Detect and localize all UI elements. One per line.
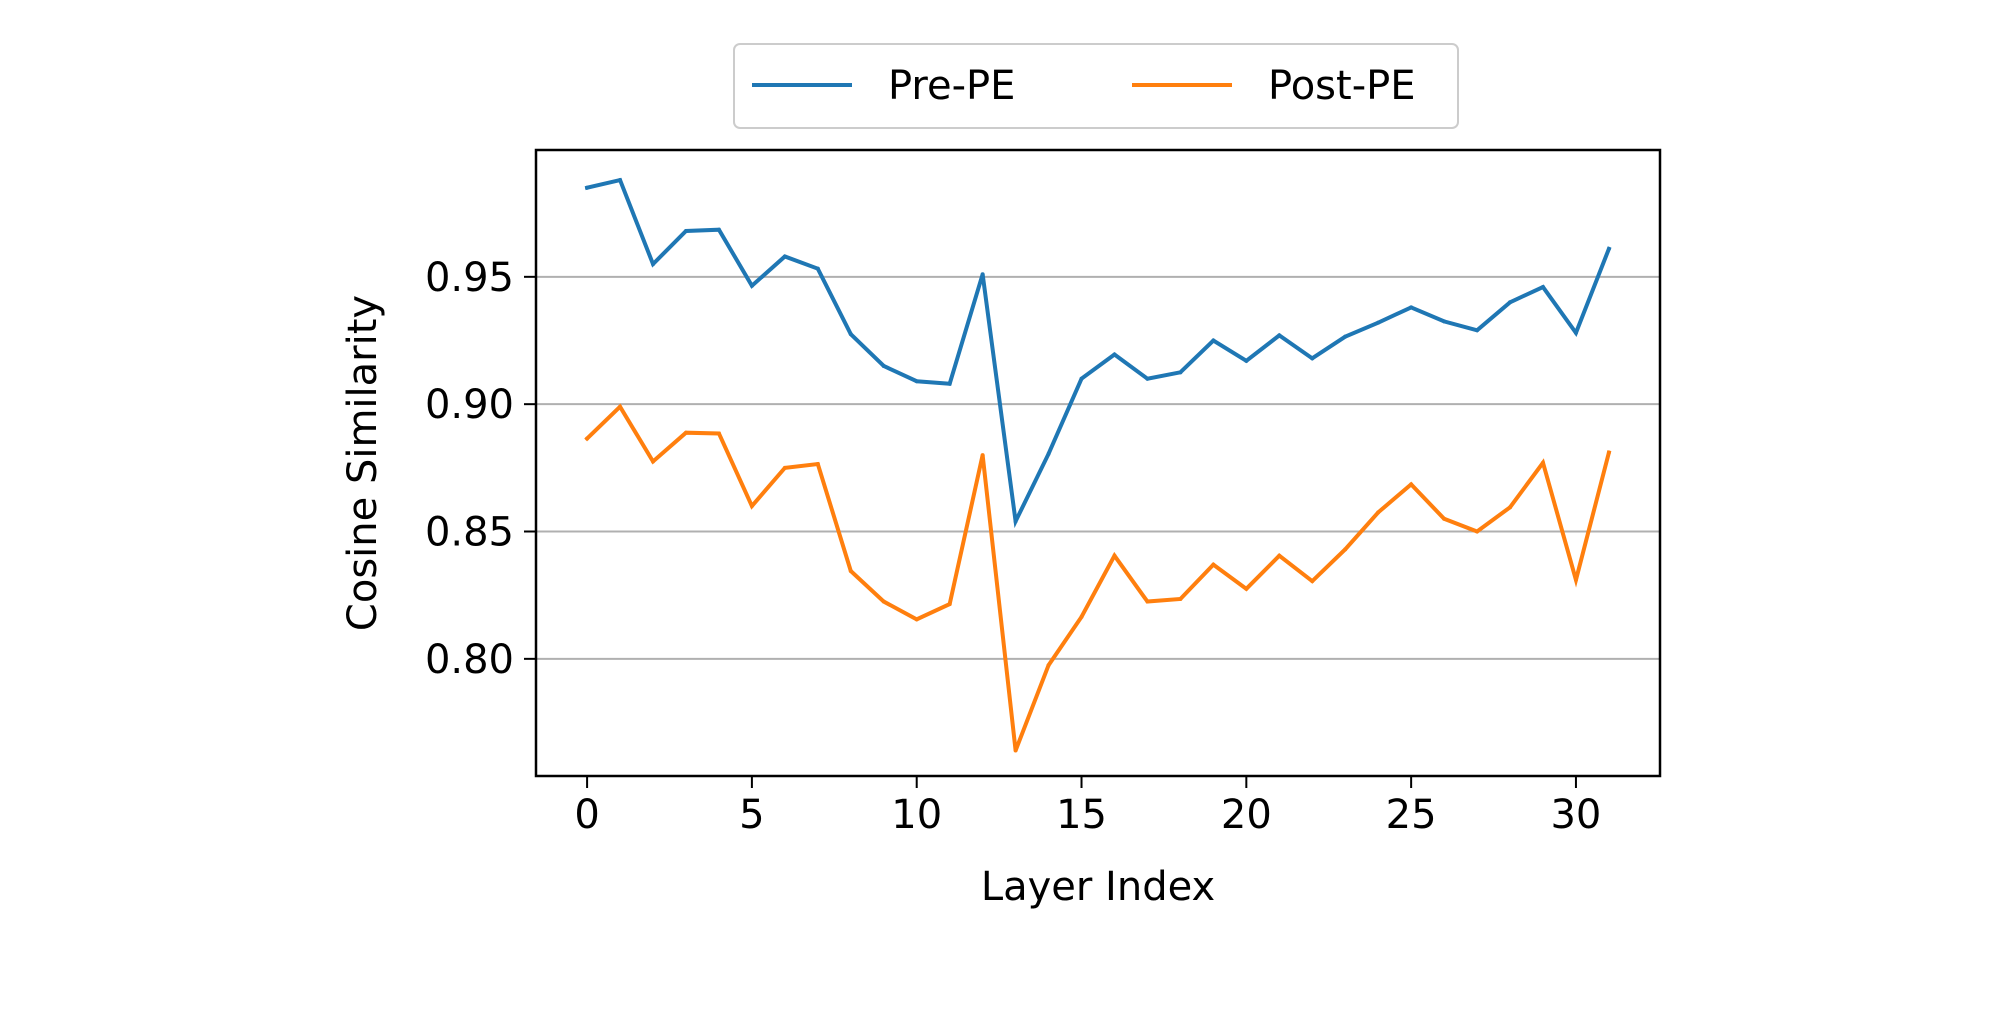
data-point-1-5	[749, 504, 754, 509]
data-point-0-10	[914, 379, 919, 384]
data-point-1-31	[1606, 450, 1611, 455]
data-point-0-31	[1606, 246, 1611, 251]
data-point-1-17	[1145, 599, 1150, 604]
data-point-0-9	[881, 363, 886, 368]
data-point-0-28	[1508, 300, 1513, 305]
data-point-1-18	[1178, 596, 1183, 601]
data-point-0-27	[1475, 328, 1480, 333]
legend-box	[733, 43, 1459, 129]
data-point-0-18	[1178, 370, 1183, 375]
data-point-1-22	[1310, 579, 1315, 584]
data-point-0-30	[1573, 330, 1578, 335]
data-point-1-13	[1013, 748, 1018, 753]
data-point-0-4	[716, 227, 721, 232]
data-point-1-4	[716, 431, 721, 436]
x-axis: 0 5 10 15 20 25 30	[574, 776, 1601, 838]
data-point-0-8	[848, 332, 853, 337]
data-point-1-6	[782, 465, 787, 470]
data-point-1-20	[1244, 586, 1249, 591]
data-point-1-7	[815, 462, 820, 467]
data-point-1-19	[1211, 562, 1216, 567]
x-tick-label-1: 5	[739, 792, 764, 838]
data-point-0-25	[1409, 305, 1414, 310]
data-point-0-15	[1079, 376, 1084, 381]
data-point-1-12	[980, 453, 985, 458]
data-point-1-26	[1442, 516, 1447, 521]
data-point-0-26	[1442, 319, 1447, 324]
data-point-0-16	[1112, 352, 1117, 357]
y-tick-label-0: 0.80	[425, 637, 514, 683]
series-post-pe	[584, 403, 1612, 753]
x-tick-label-0: 0	[574, 792, 599, 838]
data-point-1-29	[1540, 460, 1545, 465]
data-point-1-24	[1376, 510, 1381, 515]
plot-frame	[534, 148, 1662, 778]
data-point-1-0	[585, 436, 590, 441]
data-point-1-8	[848, 568, 853, 573]
data-point-0-7	[815, 266, 820, 271]
series-layer	[584, 177, 1612, 753]
data-point-1-9	[881, 599, 886, 604]
data-point-1-30	[1573, 577, 1578, 582]
y-tick-label-1: 0.85	[425, 510, 514, 556]
data-point-0-22	[1310, 356, 1315, 361]
data-point-0-17	[1145, 376, 1150, 381]
data-point-0-1	[618, 178, 623, 183]
legend-label-post-pe: Post-PE	[1268, 63, 1416, 109]
data-point-0-12	[980, 272, 985, 277]
data-point-1-25	[1409, 482, 1414, 487]
data-point-0-24	[1376, 320, 1381, 325]
data-point-0-20	[1244, 358, 1249, 363]
data-point-1-11	[947, 602, 952, 607]
data-point-0-21	[1277, 333, 1282, 338]
x-tick-label-4: 20	[1221, 792, 1272, 838]
y-tick-label-2: 0.90	[425, 382, 514, 428]
data-point-1-1	[618, 404, 623, 409]
data-point-1-2	[651, 459, 656, 464]
data-point-0-3	[683, 228, 688, 233]
data-point-0-29	[1540, 285, 1545, 290]
x-tick-label-3: 15	[1056, 792, 1107, 838]
series-pre-pe	[584, 177, 1612, 529]
x-tick-label-5: 25	[1386, 792, 1437, 838]
x-tick-label-6: 30	[1550, 792, 1601, 838]
data-point-1-14	[1046, 663, 1051, 668]
data-point-0-2	[651, 262, 656, 267]
y-gridlines	[536, 275, 1660, 660]
data-point-0-11	[947, 381, 952, 386]
data-point-1-10	[914, 617, 919, 622]
y-tick-label-3: 0.95	[425, 255, 514, 301]
data-point-0-14	[1046, 451, 1051, 456]
x-axis-title: Layer Index	[981, 864, 1215, 910]
data-point-1-28	[1508, 505, 1513, 510]
data-point-1-3	[683, 430, 688, 435]
y-axis: 0.80 0.85 0.90 0.95	[425, 255, 536, 683]
series-line-1	[584, 403, 1612, 752]
legend: Pre-PE Post-PE	[733, 43, 1459, 129]
data-point-1-16	[1112, 553, 1117, 558]
data-point-0-23	[1343, 334, 1348, 339]
y-axis-title: Cosine Similarity	[340, 295, 386, 631]
data-point-0-5	[749, 283, 754, 288]
data-point-1-21	[1277, 553, 1282, 558]
data-point-0-6	[782, 254, 787, 259]
x-tick-label-2: 10	[891, 792, 942, 838]
data-point-0-19	[1211, 338, 1216, 343]
series-line-0	[584, 177, 1612, 529]
data-point-1-23	[1343, 547, 1348, 552]
data-point-1-27	[1475, 529, 1480, 534]
data-point-0-13	[1013, 519, 1018, 524]
data-point-1-15	[1079, 614, 1084, 619]
legend-label-pre-pe: Pre-PE	[888, 63, 1015, 109]
data-point-0-0	[585, 185, 590, 190]
